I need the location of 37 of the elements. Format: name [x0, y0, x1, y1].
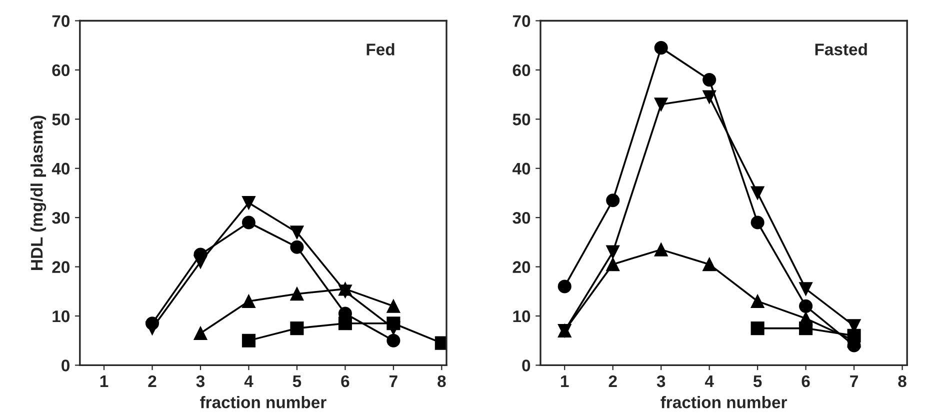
x-tick-label: 4	[704, 376, 714, 387]
x-tick-label: 1	[561, 376, 569, 387]
y-tick-label: 60	[52, 64, 70, 76]
x-tick-label: 8	[438, 375, 446, 388]
x-tick-label: 1	[100, 376, 108, 387]
x-tick-label: 2	[608, 375, 617, 387]
annotation: Fed	[366, 43, 394, 56]
x-tick-label: 8	[898, 375, 906, 388]
x-tick-label: 3	[196, 375, 205, 388]
y-tick-label: 60	[512, 64, 530, 76]
y-tick-label: 50	[52, 114, 70, 126]
x-tick-label: 7	[390, 376, 398, 387]
x-tick-label: 6	[802, 375, 810, 388]
y-tick-label: 30	[512, 212, 530, 224]
y-axis-title: HDL (mg/dl plasma)	[30, 116, 46, 270]
y-tick-label: 0	[522, 360, 530, 372]
annotation: Fasted	[815, 43, 867, 56]
y-tick-label: 70	[512, 15, 530, 27]
x-tick-label: 3	[656, 375, 666, 388]
x-axis-title: fraction number	[200, 396, 326, 408]
x-axis-title: fraction number	[660, 396, 787, 408]
x-tick-label: 2	[148, 375, 156, 387]
y-tick-label: 50	[512, 114, 530, 126]
y-tick-label: 40	[52, 162, 70, 175]
x-tick-label: 5	[292, 376, 302, 388]
y-tick-label: 20	[52, 261, 70, 273]
x-tick-label: 5	[753, 376, 762, 388]
x-tick-label: 6	[341, 375, 350, 388]
x-tick-label: 7	[850, 376, 858, 387]
y-tick-label: 30	[52, 212, 70, 224]
y-tick-label: 20	[512, 261, 530, 273]
y-tick-label: 10	[513, 310, 530, 322]
x-tick-label: 4	[244, 376, 254, 387]
y-tick-label: 40	[512, 162, 530, 175]
y-tick-label: 0	[62, 360, 70, 372]
y-tick-label: 10	[52, 310, 70, 322]
y-tick-label: 70	[52, 15, 70, 27]
